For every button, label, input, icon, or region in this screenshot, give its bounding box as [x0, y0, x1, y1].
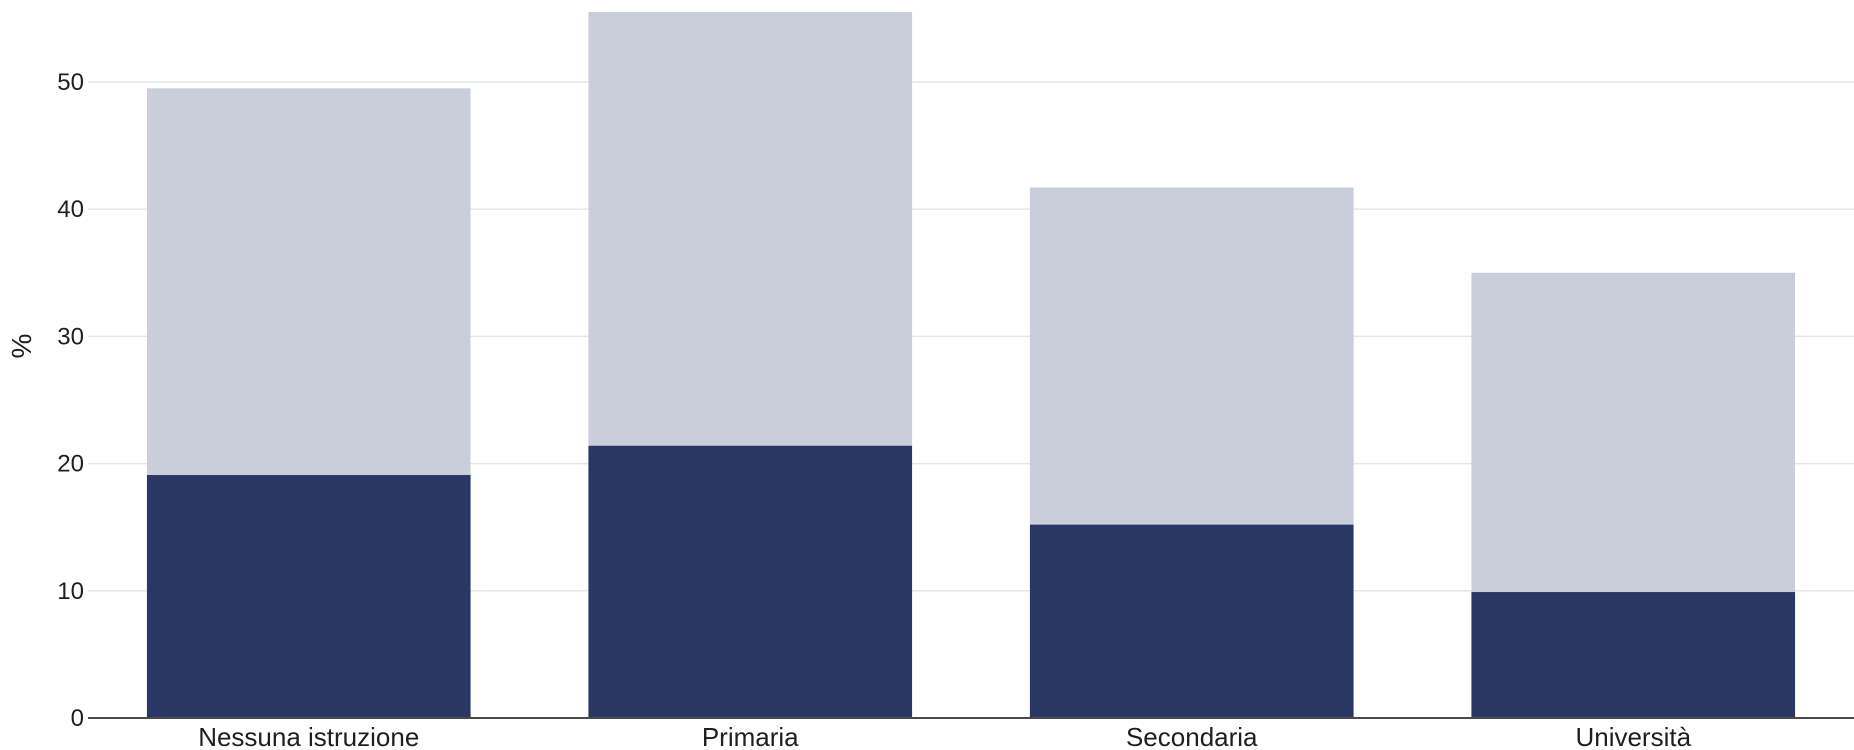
x-tick-label: Università: [1575, 722, 1691, 750]
axes: 0 10 20 30 40 50 Nessuna istruzione Primaria Sec…: [57, 69, 1854, 750]
y-axis-title: %: [6, 334, 37, 359]
bar-foreground: [588, 445, 913, 718]
y-tick-label: 50: [57, 69, 84, 96]
bars: [146, 12, 1796, 718]
y-tick-label: 40: [57, 196, 84, 223]
y-tick-label: 30: [57, 323, 84, 350]
x-tick-label: Primaria: [702, 722, 799, 750]
x-tick-label: Secondaria: [1126, 722, 1258, 750]
y-tick-label: 0: [71, 705, 84, 732]
bar-foreground: [1029, 524, 1354, 718]
y-tick-label: 10: [57, 578, 84, 605]
x-tick-label: Nessuna istruzione: [198, 722, 419, 750]
bar-foreground: [1471, 592, 1796, 718]
bar-foreground: [146, 475, 471, 718]
y-tick-label: 20: [57, 451, 84, 478]
